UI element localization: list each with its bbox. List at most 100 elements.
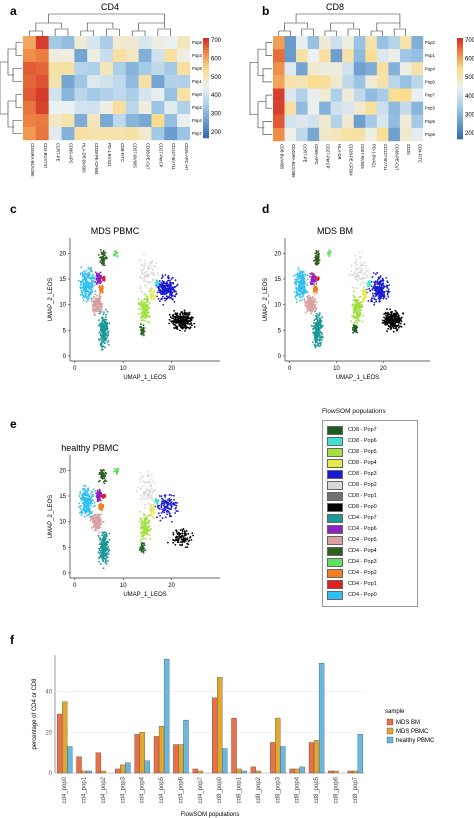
- heatmap-cell: [100, 114, 114, 128]
- umap-point: [90, 518, 93, 521]
- umap-point: [148, 302, 151, 304]
- umap-point: [306, 301, 309, 304]
- umap-point: [359, 301, 362, 304]
- umap-point: [91, 270, 93, 272]
- color-scale-step: [203, 98, 209, 101]
- umap-point: [141, 476, 143, 479]
- color-scale-label: 300: [465, 112, 474, 118]
- color-scale-label: 400: [465, 94, 474, 100]
- umap-point: [155, 500, 158, 503]
- umap-point: [93, 277, 96, 280]
- umap-point: [147, 269, 150, 271]
- umap-point: [102, 330, 105, 332]
- color-scale-step: [457, 43, 463, 46]
- y-tick-label: 20: [274, 251, 281, 257]
- umap-point: [157, 512, 160, 515]
- umap-point: [400, 320, 403, 323]
- umap-point: [88, 282, 91, 285]
- umap-point: [78, 502, 81, 505]
- umap-point: [301, 280, 304, 283]
- umap-point: [192, 534, 195, 537]
- umap-point: [371, 276, 374, 279]
- umap-point: [360, 271, 362, 274]
- umap-point: [101, 504, 104, 506]
- umap-point: [104, 560, 107, 563]
- umap-point: [140, 290, 143, 293]
- color-scale-step: [203, 80, 209, 84]
- umap-point: [95, 294, 98, 297]
- umap-point: [175, 322, 178, 324]
- color-scale-label: 700: [211, 38, 222, 44]
- color-scale-step: [457, 88, 463, 92]
- heatmap-cell: [48, 36, 62, 50]
- umap-point: [368, 283, 370, 286]
- color-scale-step: [457, 68, 463, 72]
- heatmap-row-label: Pop7: [425, 93, 435, 98]
- umap-point: [315, 250, 318, 253]
- umap-point: [89, 519, 92, 522]
- umap-point: [376, 279, 379, 281]
- umap-point: [107, 550, 110, 553]
- umap-point: [103, 342, 106, 344]
- heatmap-cell: [399, 36, 412, 50]
- umap-point: [90, 280, 93, 283]
- umap-point: [296, 288, 299, 290]
- x-tick-label: 10: [120, 366, 127, 372]
- umap-point: [145, 488, 148, 490]
- umap-point: [147, 502, 150, 504]
- umap-point: [299, 270, 302, 273]
- umap-point: [188, 313, 191, 316]
- umap-point: [392, 313, 395, 315]
- umap-point: [153, 289, 156, 292]
- umap-point: [169, 290, 172, 293]
- umap-point: [376, 293, 379, 296]
- umap-point: [99, 491, 102, 494]
- umap-point: [101, 329, 104, 332]
- umap-point: [166, 292, 169, 294]
- umap-point: [314, 252, 317, 255]
- x-axis-label: UMAP_1_LEOS: [123, 592, 166, 598]
- umap-point: [92, 303, 95, 306]
- umap-point: [359, 314, 361, 317]
- umap-point: [153, 291, 155, 294]
- umap-point: [304, 301, 306, 304]
- umap-point: [364, 295, 366, 297]
- umap-point: [319, 331, 322, 334]
- umap-point: [352, 294, 355, 297]
- umap-point: [175, 536, 178, 538]
- color-scale-step: [457, 111, 463, 115]
- umap-point: [163, 292, 166, 295]
- umap-point: [141, 277, 144, 280]
- umap-point: [148, 489, 150, 491]
- umap-point: [115, 473, 118, 476]
- umap-point: [182, 320, 185, 322]
- umap-point: [145, 515, 148, 518]
- heatmap-cell: [399, 62, 412, 76]
- umap-point: [90, 283, 92, 286]
- umap-point: [84, 497, 87, 499]
- umap-point: [358, 319, 361, 322]
- umap-point: [307, 305, 309, 308]
- color-scale-label: 200: [465, 131, 474, 137]
- umap-point: [103, 482, 106, 485]
- umap-point: [92, 488, 95, 490]
- heatmap-cell: [296, 62, 308, 76]
- umap-point: [168, 515, 171, 518]
- color-scale-step: [457, 96, 463, 99]
- umap-point: [96, 308, 99, 311]
- umap-point: [310, 306, 313, 309]
- heatmap-cell: [100, 36, 114, 50]
- umap-point: [350, 270, 353, 273]
- umap-point: [381, 286, 383, 289]
- umap-point: [93, 314, 96, 317]
- umap-point: [98, 331, 101, 334]
- umap-point: [139, 326, 141, 329]
- heatmap-cell: [388, 75, 401, 89]
- umap-point: [175, 504, 178, 507]
- heatmap-cell: [319, 62, 331, 76]
- umap-point: [140, 487, 143, 490]
- umap-c-title: MDS PBMC: [91, 226, 140, 236]
- umap-point: [361, 264, 364, 267]
- umap-point: [140, 326, 143, 328]
- umap-point: [87, 299, 89, 302]
